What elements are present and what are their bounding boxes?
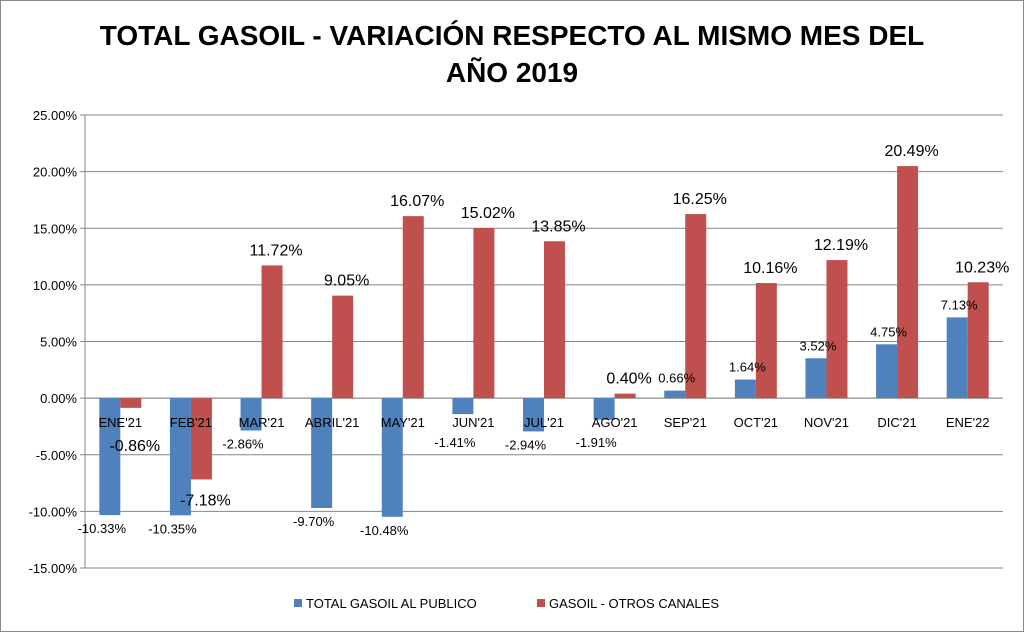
x-category-label: ABRIL'21 xyxy=(305,415,360,430)
bar-otros-canales xyxy=(755,283,777,399)
bar-total-publico xyxy=(99,398,121,516)
x-category-label: FEB'21 xyxy=(170,415,212,430)
data-label: 9.05% xyxy=(324,273,369,290)
y-tick-label: -5.00% xyxy=(36,448,78,463)
y-tick-label: 0.00% xyxy=(40,391,77,406)
legend-label: TOTAL GASOIL AL PUBLICO xyxy=(306,596,477,611)
y-tick-label: -15.00% xyxy=(29,561,78,576)
x-category-label: MAY'21 xyxy=(381,415,425,430)
data-label: -10.35% xyxy=(148,521,197,536)
data-label: 20.49% xyxy=(884,143,938,160)
bar-otros-canales xyxy=(120,398,142,408)
bar-total-publico xyxy=(734,379,756,399)
data-label: 3.52% xyxy=(800,338,837,353)
data-label: 16.07% xyxy=(390,193,444,210)
bar-otros-canales xyxy=(897,166,919,399)
data-label: 11.72% xyxy=(249,242,302,259)
bar-otros-canales xyxy=(473,228,495,399)
data-label: 1.64% xyxy=(729,360,766,375)
bar-total-publico xyxy=(311,398,333,508)
y-tick-label: -10.00% xyxy=(29,504,78,519)
bar-otros-canales xyxy=(967,282,989,399)
x-category-label: DIC'21 xyxy=(877,415,916,430)
data-label: -10.33% xyxy=(78,521,127,536)
data-label: -1.91% xyxy=(576,435,618,450)
bar-total-publico xyxy=(946,317,968,399)
y-tick-label: 20.00% xyxy=(33,165,78,180)
y-tick-label: 25.00% xyxy=(33,108,78,123)
x-category-label: JUL'21 xyxy=(524,415,564,430)
x-category-label: NOV'21 xyxy=(804,415,849,430)
bar-total-publico xyxy=(523,398,544,432)
chart-title-line-1: TOTAL GASOIL - VARIACIÓN RESPECTO AL MIS… xyxy=(100,20,925,51)
data-label: 4.75% xyxy=(870,324,907,339)
bar-total-publico xyxy=(593,398,615,420)
data-label: -1.41% xyxy=(434,435,476,450)
data-label: 16.25% xyxy=(673,191,727,208)
data-label: -9.70% xyxy=(293,514,335,529)
bar-total-publico xyxy=(876,344,898,399)
bar-otros-canales xyxy=(190,398,212,480)
data-label: 12.19% xyxy=(814,237,868,254)
x-category-label: OCT'21 xyxy=(734,415,778,430)
bar-total-publico xyxy=(240,398,262,431)
data-label: -7.18% xyxy=(180,492,231,509)
x-category-label: ENE'22 xyxy=(946,415,990,430)
x-category-label: ENE'21 xyxy=(98,415,142,430)
y-tick-label: 10.00% xyxy=(33,278,78,293)
bar-otros-canales xyxy=(544,241,565,399)
legend-swatch xyxy=(294,599,302,607)
bar-otros-canales xyxy=(261,265,283,399)
data-label: 15.02% xyxy=(461,205,515,222)
bar-otros-canales xyxy=(826,260,848,399)
data-label: 10.16% xyxy=(743,260,797,277)
bar-otros-canales xyxy=(332,295,354,399)
y-tick-label: 15.00% xyxy=(33,221,78,236)
x-category-label: JUN'21 xyxy=(452,415,494,430)
bar-otros-canales xyxy=(685,214,707,399)
chart-title-line-2: AÑO 2019 xyxy=(446,57,578,88)
data-label: -2.94% xyxy=(505,437,547,452)
bar-otros-canales xyxy=(402,216,424,399)
y-tick-label: 5.00% xyxy=(40,335,77,350)
bar-total-publico xyxy=(169,398,191,516)
data-label: 7.13% xyxy=(941,297,978,312)
bar-total-publico xyxy=(381,398,403,517)
legend-swatch xyxy=(537,599,545,607)
data-label: -2.86% xyxy=(222,437,264,452)
bar-total-publico xyxy=(805,358,827,399)
bar-total-publico xyxy=(452,398,474,415)
x-category-label: SEP'21 xyxy=(664,415,707,430)
x-category-label: MAR'21 xyxy=(239,415,285,430)
legend-label: GASOIL - OTROS CANALES xyxy=(549,596,719,611)
data-label: 0.66% xyxy=(658,371,695,386)
data-label: 13.85% xyxy=(531,218,585,235)
data-label: 10.23% xyxy=(955,259,1009,276)
x-category-label: AGO'21 xyxy=(592,415,638,430)
bar-total-publico xyxy=(664,390,686,399)
bar-otros-canales xyxy=(614,393,636,399)
data-label: -0.86% xyxy=(109,438,160,455)
data-label: 0.40% xyxy=(606,371,651,388)
data-label: -10.48% xyxy=(360,523,409,538)
